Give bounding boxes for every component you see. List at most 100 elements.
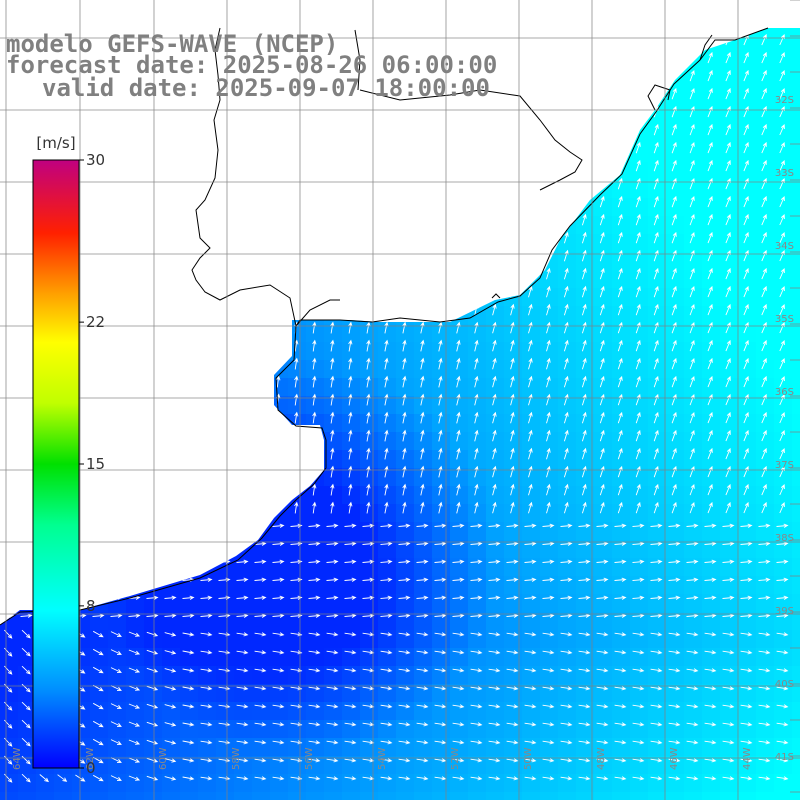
wind-arrow [240, 303, 245, 316]
wind-arrow [470, 740, 483, 745]
wind-arrow [524, 613, 537, 618]
wind-arrow [740, 650, 753, 655]
wind-arrow [110, 775, 122, 781]
wind-arrow [578, 722, 591, 727]
wind-arrow [384, 339, 389, 352]
wind-arrow [182, 722, 195, 727]
wind-arrow [653, 447, 659, 460]
wind-arrow [492, 87, 497, 100]
wind-arrow [671, 195, 677, 208]
wind-arrow [578, 541, 591, 546]
wind-arrow [650, 577, 663, 582]
wind-arrow [21, 755, 31, 765]
wind-arrow [704, 577, 717, 582]
wind-arrow [761, 357, 767, 370]
longitude-label: 58W [231, 747, 242, 770]
wind-arrow [653, 213, 659, 226]
wind-arrow [5, 339, 11, 352]
wind-arrow [312, 411, 317, 424]
wind-arrow [524, 704, 537, 709]
wind-arrow [725, 357, 731, 370]
wind-arrow [330, 339, 335, 352]
wind-arrow [186, 123, 191, 136]
wind-arrow [510, 375, 515, 388]
wind-arrow [294, 303, 299, 316]
wind-arrow [581, 483, 587, 496]
wind-arrow [204, 501, 209, 514]
wind-arrow [596, 632, 609, 637]
wind-arrow [506, 668, 519, 673]
wind-arrow [186, 375, 191, 388]
wind-arrow [258, 285, 263, 298]
wind-arrow [596, 559, 609, 564]
wind-arrow [542, 613, 555, 618]
wind-arrow [380, 686, 393, 691]
wind-arrow [21, 629, 31, 639]
wind-arrow [524, 740, 537, 745]
wind-arrow [546, 159, 551, 172]
wind-arrow [596, 523, 609, 528]
wind-arrow [398, 632, 411, 637]
wind-arrow [488, 758, 501, 763]
wind-arrow [614, 577, 627, 582]
wind-arrow [524, 776, 537, 781]
wind-arrow [326, 632, 339, 637]
wind-arrow [258, 393, 263, 406]
wind-arrow [492, 321, 497, 334]
wind-arrow [416, 704, 429, 709]
wind-arrow [599, 303, 605, 316]
wind-arrow [492, 33, 497, 46]
wind-arrow [546, 303, 551, 316]
wind-arrow [294, 141, 299, 154]
wind-arrow [420, 285, 425, 298]
wind-arrow [563, 339, 569, 352]
wind-arrow [330, 231, 335, 244]
wind-arrow [653, 339, 659, 352]
wind-arrow [704, 776, 717, 781]
wind-arrow [150, 429, 155, 442]
wind-arrow [578, 704, 591, 709]
wind-arrow [743, 105, 749, 118]
wind-arrow [92, 577, 105, 582]
wind-arrow [653, 195, 659, 208]
wind-arrow [330, 213, 335, 226]
wind-arrow [614, 523, 627, 528]
wind-arrow [344, 722, 357, 727]
forecast-date: forecast date: 2025-08-26 06:00:00 [6, 51, 497, 79]
wind-arrow [617, 159, 623, 172]
wind-arrow [779, 286, 785, 298]
wind-arrow [635, 285, 641, 298]
wind-arrow [168, 231, 173, 244]
wind-arrow [204, 339, 209, 352]
wind-arrow [632, 686, 645, 691]
wind-arrow [420, 375, 425, 388]
wind-arrow [164, 613, 177, 618]
wind-arrow [671, 51, 677, 64]
wind-arrow [182, 541, 195, 546]
wind-arrow [689, 249, 695, 262]
wind-arrow [92, 523, 105, 528]
wind-arrow [492, 501, 497, 514]
wind-arrow [164, 758, 177, 763]
longitude-labels: 64W 62W 60W 58W 56W 54W 52W 50W 48W 46W 44W [12, 747, 753, 770]
wind-arrow [402, 249, 407, 262]
wind-arrow [614, 722, 627, 727]
wind-arrow [254, 523, 267, 528]
wind-arrow [272, 686, 285, 691]
wind-arrow [344, 613, 357, 618]
wind-arrow [542, 577, 555, 582]
wind-arrow [420, 429, 425, 442]
wind-arrow [348, 357, 353, 370]
wind-arrow [380, 740, 393, 745]
wind-arrow [20, 523, 33, 528]
wind-arrow [614, 559, 627, 564]
wind-arrow [722, 686, 735, 691]
wind-arrow [635, 339, 641, 352]
wind-arrow [146, 559, 159, 564]
wind-arrow [474, 141, 479, 154]
wind-arrow [492, 357, 497, 370]
wind-arrow [326, 650, 339, 655]
wind-arrow [92, 541, 105, 546]
wind-arrow [722, 758, 735, 763]
